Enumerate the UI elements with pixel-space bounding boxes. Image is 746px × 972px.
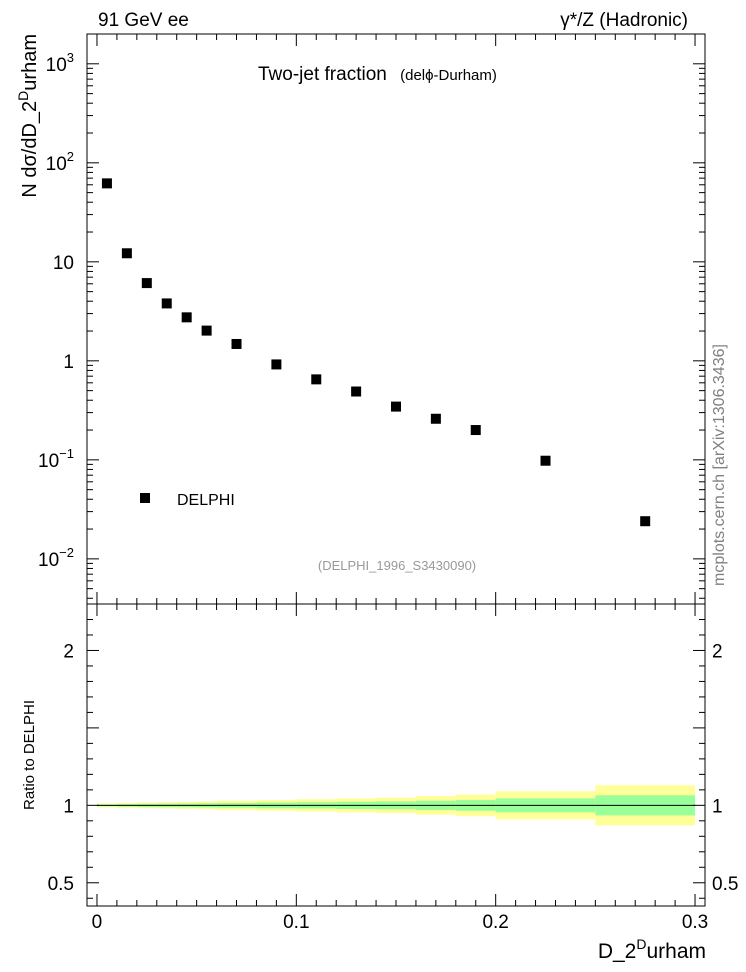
y-axis-label-main: N dσ/dD_2	[19, 101, 41, 198]
x-tick-label: 0.3	[682, 912, 708, 933]
legend-marker-delphi	[140, 493, 150, 503]
data-point	[391, 401, 401, 412]
y-tick-label: 10−1	[38, 446, 74, 472]
plot-title-main: Two-jet fraction	[258, 64, 387, 85]
ratio-y-tick-label-right: 0.5	[712, 874, 738, 895]
y-tick-label: 103	[46, 50, 74, 76]
data-point	[640, 516, 651, 527]
data-point	[101, 178, 112, 189]
x-axis-label-tail: urham	[646, 940, 706, 963]
ratio-panel: 0 0.1 0.2 0.3 2 2 1 1 0.5 0.5 Ratio to DELPHI D_2…	[21, 603, 738, 963]
y-tick-label-exp: −1	[59, 446, 74, 461]
data-point	[540, 455, 551, 466]
data-point	[231, 338, 242, 349]
x-tick-label: 0.1	[283, 912, 309, 933]
data-point	[470, 425, 481, 436]
x-axis-label-main: D_2	[598, 940, 637, 963]
data-point	[181, 312, 192, 323]
ratio-y-tick-label: 2	[63, 641, 74, 662]
data-point	[311, 374, 322, 385]
data-point	[121, 248, 132, 259]
y-axis-label-tail: urham	[19, 34, 41, 91]
x-axis-label: D_2Durham	[598, 936, 706, 963]
y-tick-label-exp: −2	[59, 545, 74, 560]
x-tick-label: 0.2	[482, 912, 508, 933]
ratio-y-tick-label: 1	[63, 796, 74, 817]
y-tick-label-base: 10	[46, 55, 67, 76]
process-label: γ*/Z (Hadronic)	[560, 10, 688, 31]
analysis-id: (DELPHI_1996_S3430090)	[318, 558, 476, 573]
data-points	[101, 178, 651, 527]
ratio-plot-frame	[86, 603, 706, 907]
ratio-axes: 0 0.1 0.2 0.3 2 2 1 1 0.5 0.5	[48, 603, 738, 933]
ratio-y-tick-label-right: 2	[712, 641, 723, 662]
data-point	[201, 325, 212, 336]
y-tick-label: 1	[63, 352, 74, 373]
main-plot-frame	[86, 33, 706, 605]
watermark: mcplots.cern.ch [arXiv:1306.3436]	[711, 344, 728, 586]
data-point	[141, 278, 152, 289]
x-tick-label: 0	[92, 912, 103, 933]
y-tick-label: 102	[46, 149, 74, 175]
plot-title-suffix: (delϕ-Durham)	[400, 67, 497, 84]
y-tick-label-base: 10	[38, 550, 59, 571]
data-point	[351, 386, 362, 397]
y-tick-label: 10	[53, 253, 74, 274]
y-tick-label-base: 10	[46, 154, 67, 175]
y-tick-label: 10−2	[38, 545, 74, 571]
data-point	[161, 298, 172, 309]
data-point	[430, 413, 441, 424]
plot-title: Two-jet fraction (delϕ-Durham)	[258, 64, 497, 85]
legend: DELPHI	[140, 492, 235, 509]
x-axis-label-sup: D	[636, 936, 646, 952]
y-tick-label-exp: 3	[67, 50, 74, 65]
ratio-y-tick-label: 0.5	[48, 874, 74, 895]
y-axis-label: N dσ/dD_2Durham	[15, 34, 41, 198]
data-point	[271, 359, 282, 370]
y-tick-label-exp: 2	[67, 149, 74, 164]
energy-label: 91 GeV ee	[98, 10, 189, 31]
ratio-y-axis-label: Ratio to DELPHI	[21, 700, 38, 810]
y-axis-label-sup: D	[15, 91, 31, 101]
legend-label-delphi: DELPHI	[177, 492, 235, 509]
y-tick-label-base: 10	[38, 451, 59, 472]
ratio-y-tick-label-right: 1	[712, 796, 723, 817]
